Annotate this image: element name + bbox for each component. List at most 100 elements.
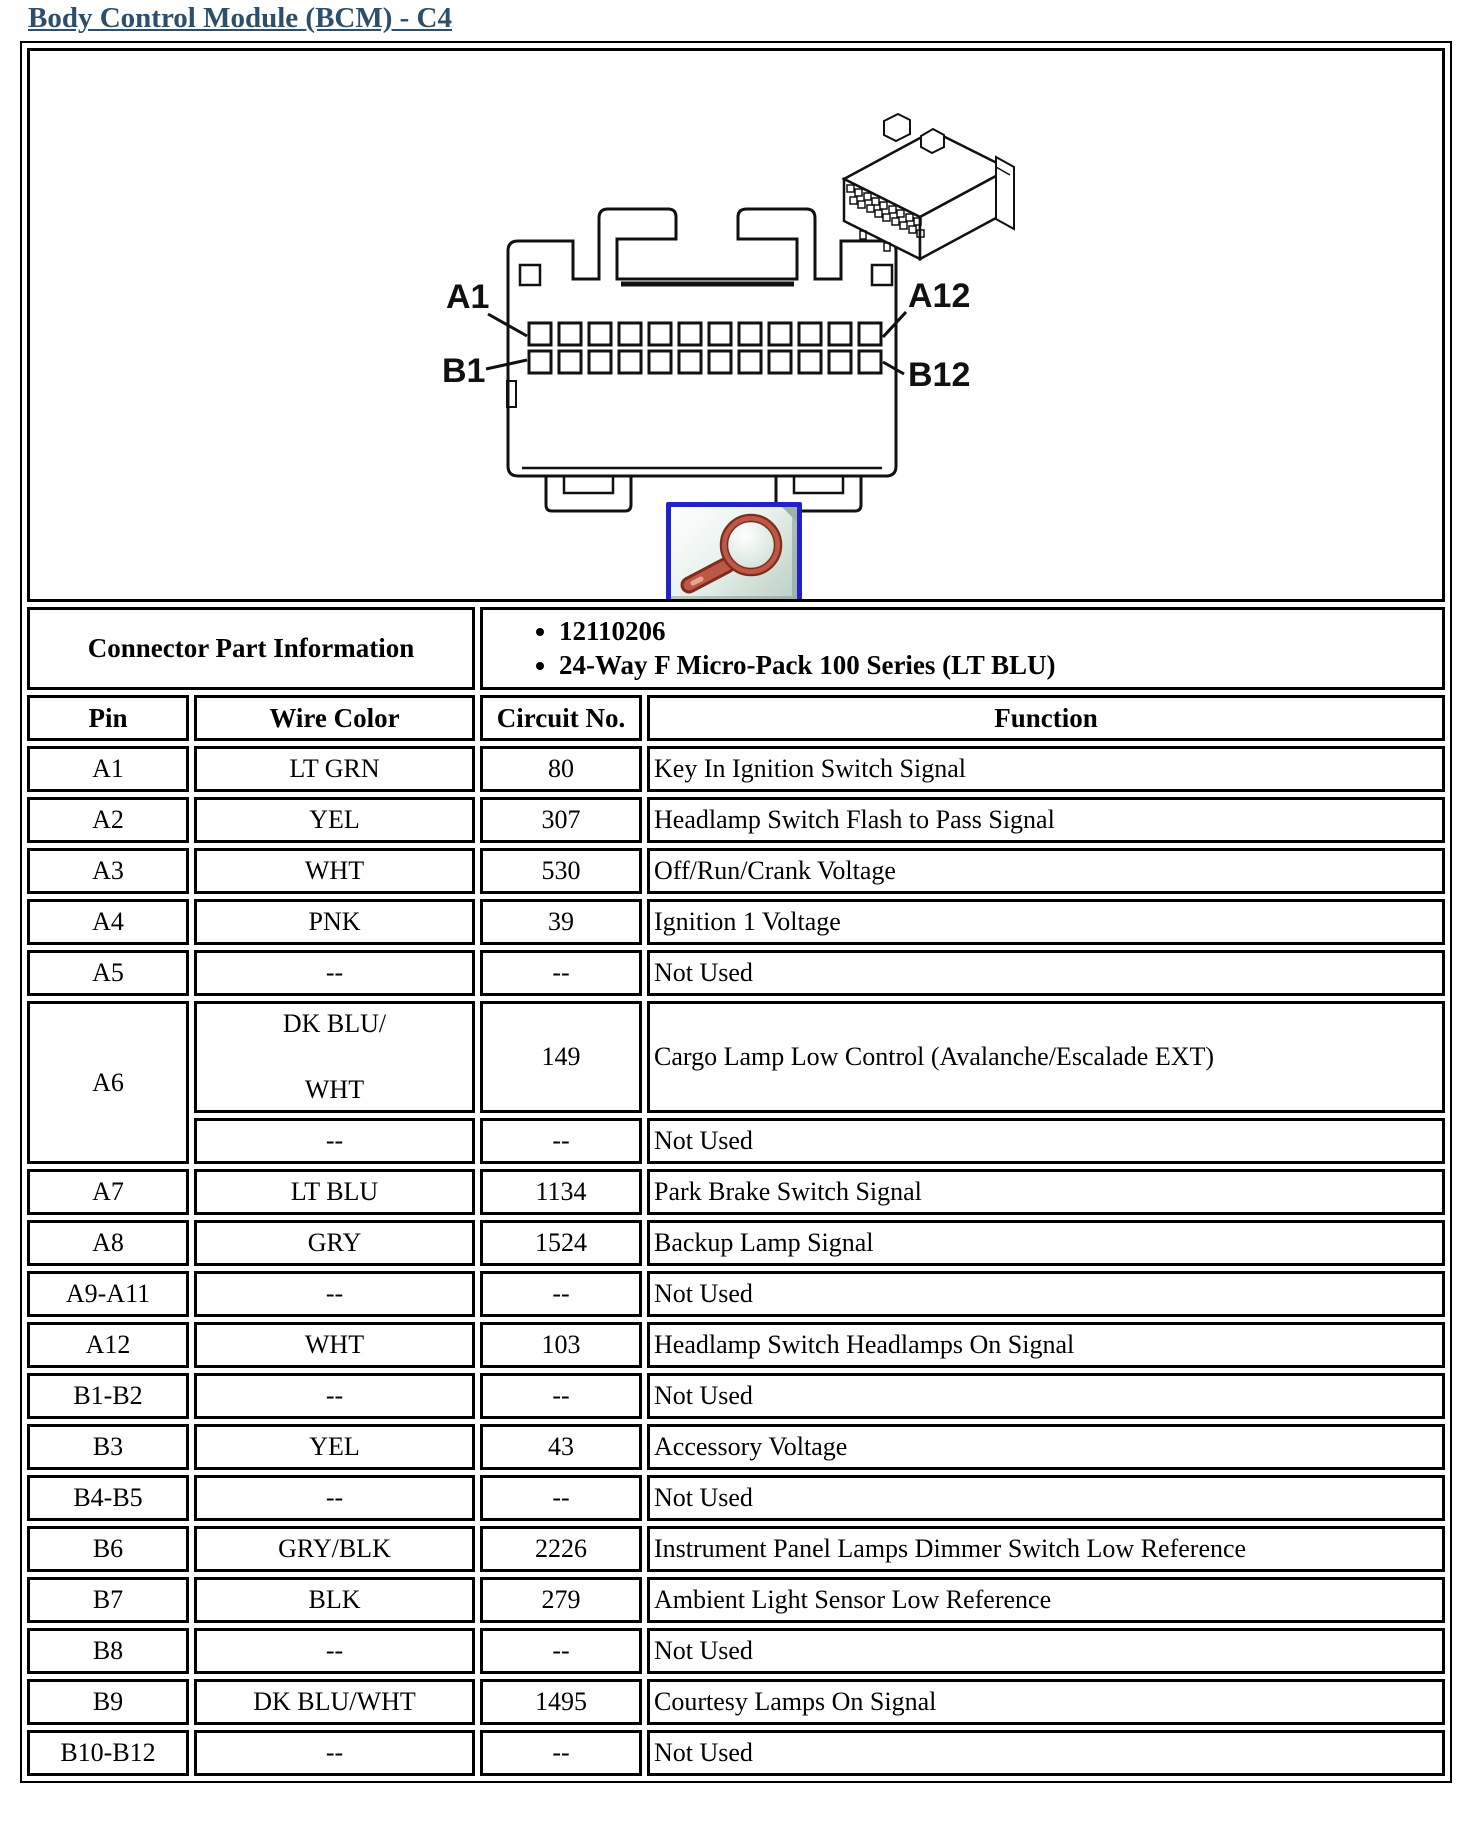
circuit-cell: 149 (480, 1001, 642, 1114)
part-info-label: Connector Part Information (27, 607, 475, 691)
column-header-row: Pin Wire Color Circuit No. Function (27, 695, 1445, 742)
table-row: A3 WHT 530 Off/Run/Crank Voltage (27, 848, 1445, 895)
circuit-cell: -- (480, 1373, 642, 1420)
wire-color-cell: -- (194, 1271, 475, 1318)
function-cell: Key In Ignition Switch Signal (647, 746, 1445, 793)
circuit-cell: 1134 (480, 1169, 642, 1216)
table-row: A2 YEL 307 Headlamp Switch Flash to Pass Si… (27, 797, 1445, 844)
table-row: A4 PNK 39 Ignition 1 Voltage (27, 899, 1445, 946)
pin-cell: A2 (27, 797, 189, 844)
pin-cell: B10-B12 (27, 1730, 189, 1777)
wire-color-line: DK BLU/ (282, 1009, 387, 1039)
circuit-cell: -- (480, 1118, 642, 1165)
wire-color-cell: GRY (194, 1220, 475, 1267)
circuit-cell: -- (480, 1730, 642, 1777)
function-cell: Headlamp Switch Headlamps On Signal (647, 1322, 1445, 1369)
function-cell: Off/Run/Crank Voltage (647, 848, 1445, 895)
pin-cell: B8 (27, 1628, 189, 1675)
connector-isometric-view (841, 112, 1015, 262)
table-row: A6 DK BLU/WHT 149 Cargo Lamp Low Control (A… (27, 1001, 1445, 1165)
table-row: A9-A11 -- -- Not Used (27, 1271, 1445, 1318)
iso-pin-cavities (846, 184, 925, 252)
pin-cell: A1 (27, 746, 189, 793)
function-cell: Not Used (647, 1373, 1445, 1420)
pin-cell: A12 (27, 1322, 189, 1369)
pin-label-b1: B1 (442, 352, 485, 390)
wire-color-cell: YEL (194, 797, 475, 844)
part-info-bullet: 24-Way F Micro-Pack 100 Series (LT BLU) (559, 650, 1438, 681)
function-cell: Ambient Light Sensor Low Reference (647, 1577, 1445, 1624)
content-frame: A1 A12 B1 B12 (20, 41, 1452, 1784)
pin-cell: A9-A11 (27, 1271, 189, 1318)
wire-color-cell: DK BLU/WHT (194, 1679, 475, 1726)
circuit-cell: 43 (480, 1424, 642, 1471)
circuit-cell: 279 (480, 1577, 642, 1624)
column-header: Wire Color (194, 695, 475, 742)
wire-color-cell: -- (194, 1730, 475, 1777)
pin-label-b12: B12 (908, 356, 970, 394)
wire-color-cell: -- (194, 1475, 475, 1522)
circuit-cell: 39 (480, 899, 642, 946)
pin-cell: A6 (27, 1001, 189, 1165)
circuit-cell: -- (480, 1628, 642, 1675)
circuit-cell: -- (480, 950, 642, 997)
diagram-row: A1 A12 B1 B12 (27, 48, 1445, 602)
table-row: B6 GRY/BLK 2226 Instrument Panel Lamps Dimm… (27, 1526, 1445, 1573)
wire-color-cell: -- (194, 1373, 475, 1420)
circuit-cell: 103 (480, 1322, 642, 1369)
function-cell: Accessory Voltage (647, 1424, 1445, 1471)
circuit-cell: 1524 (480, 1220, 642, 1267)
pin-cell: B1-B2 (27, 1373, 189, 1420)
wire-color-cell: PNK (194, 899, 475, 946)
pin-label-a12: A12 (908, 277, 970, 315)
table-row: B9 DK BLU/WHT 1495 Courtesy Lamps On Signal (27, 1679, 1445, 1726)
part-info-row: Connector Part Information 1211020624-Wa… (27, 607, 1445, 691)
column-header: Circuit No. (480, 695, 642, 742)
function-cell: Not Used (647, 1730, 1445, 1777)
connector-diagram: A1 A12 B1 B12 (442, 112, 1015, 513)
circuit-cell: 80 (480, 746, 642, 793)
wire-color-line: WHT (304, 1075, 365, 1105)
function-cell: Not Used (647, 1118, 1445, 1165)
wire-color-cell: GRY/BLK (194, 1526, 475, 1573)
table-row: A12 WHT 103 Headlamp Switch Headlamps On Si… (27, 1322, 1445, 1369)
circuit-cell: 1495 (480, 1679, 642, 1726)
pin-cell: A5 (27, 950, 189, 997)
wire-color-cell: DK BLU/WHT (194, 1001, 475, 1114)
pin-cell: B4-B5 (27, 1475, 189, 1522)
zoom-button[interactable] (666, 502, 802, 599)
pin-cell: B3 (27, 1424, 189, 1471)
table-row: A5 -- -- Not Used (27, 950, 1445, 997)
pinout-table: A1 A12 B1 B12 (22, 43, 1450, 1781)
connector-diagram-cell: A1 A12 B1 B12 (27, 48, 1445, 602)
table-row: -- -- Not Used (27, 1118, 1445, 1165)
table-row: B3 YEL 43 Accessory Voltage (27, 1424, 1445, 1471)
table-row: B10-B12 -- -- Not Used (27, 1730, 1445, 1777)
magnifier-icon (680, 513, 783, 594)
pin-label-a1: A1 (446, 278, 489, 316)
circuit-cell: -- (480, 1271, 642, 1318)
pin-cell: A7 (27, 1169, 189, 1216)
wire-color-cell: WHT (194, 848, 475, 895)
part-info-list: 1211020624-Way F Micro-Pack 100 Series (… (480, 607, 1445, 691)
page-title[interactable]: Body Control Module (BCM) - C4 (28, 2, 452, 34)
wire-color-cell: -- (194, 950, 475, 997)
function-cell: Instrument Panel Lamps Dimmer Switch Low… (647, 1526, 1445, 1573)
pin-cell: B6 (27, 1526, 189, 1573)
pin-cell: A8 (27, 1220, 189, 1267)
pin-cavities (527, 321, 883, 375)
pin-cell: B7 (27, 1577, 189, 1624)
table-row: B1-B2 -- -- Not Used (27, 1373, 1445, 1420)
wire-color-cell: -- (194, 1628, 475, 1675)
pin-cell: A4 (27, 899, 189, 946)
wire-color-cell: LT GRN (194, 746, 475, 793)
wire-color-cell: YEL (194, 1424, 475, 1471)
function-cell: Courtesy Lamps On Signal (647, 1679, 1445, 1726)
function-cell: Backup Lamp Signal (647, 1220, 1445, 1267)
connector-front-view: A1 A12 B1 B12 (442, 207, 970, 513)
function-cell: Ignition 1 Voltage (647, 899, 1445, 946)
circuit-cell: 530 (480, 848, 642, 895)
wire-color-cell: WHT (194, 1322, 475, 1369)
circuit-cell: -- (480, 1475, 642, 1522)
part-info-bullet: 12110206 (559, 616, 1438, 647)
